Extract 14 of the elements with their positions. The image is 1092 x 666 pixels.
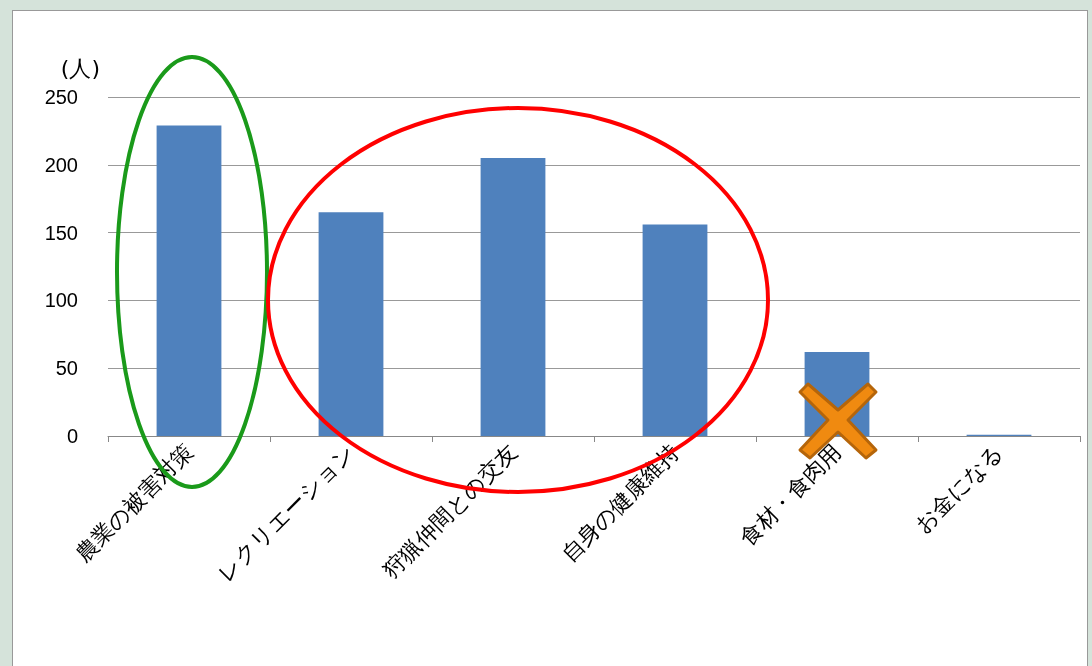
x-tick-label: 食材・食肉用 [734,439,846,551]
x-tick-label: お金になる [909,439,1008,538]
y-tick-label: 0 [66,425,78,447]
bar [480,158,546,436]
x-tick-label: レクリエーション [212,439,360,587]
y-axis-title: (人) [60,55,100,81]
y-tick-label: 200 [44,153,78,176]
bar [318,212,384,436]
y-tick-label: 250 [44,86,78,108]
y-tick-label: 150 [44,221,78,244]
y-tick-label: 100 [44,289,78,312]
y-tick-label: 50 [55,357,78,380]
bar [156,125,222,436]
bar [642,224,708,436]
